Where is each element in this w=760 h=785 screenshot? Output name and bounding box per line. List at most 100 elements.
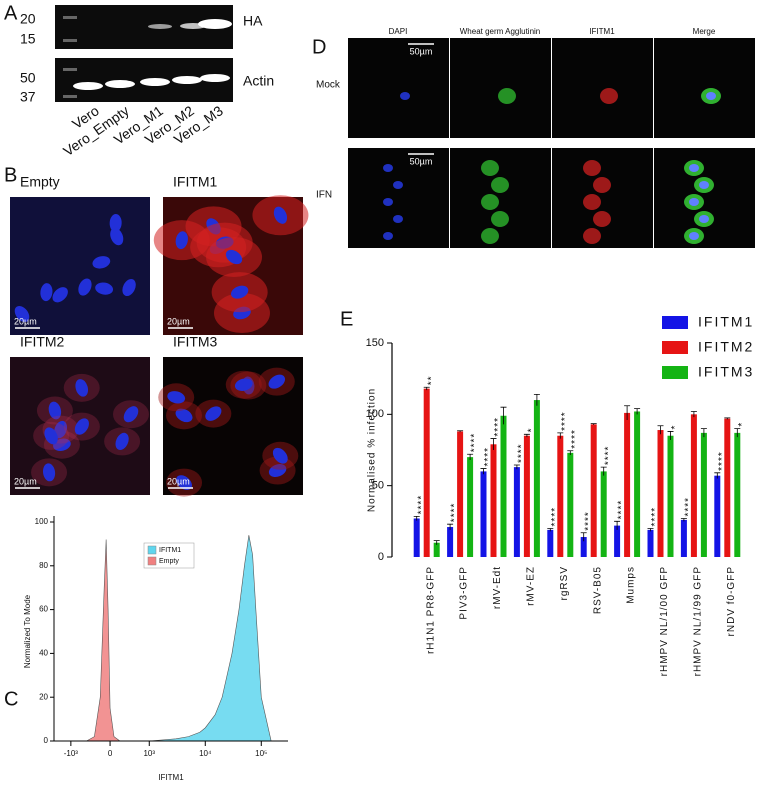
error-bar — [490, 438, 497, 450]
error-bar — [590, 423, 597, 426]
legend-swatch — [662, 316, 688, 329]
scale-label: 50µm — [410, 156, 433, 166]
actin-band — [105, 80, 135, 88]
significance: **** — [560, 411, 571, 431]
bar — [447, 527, 454, 557]
micrograph — [654, 38, 755, 138]
panel-label: B — [4, 164, 17, 186]
cell — [498, 88, 516, 104]
error-bar — [580, 532, 587, 542]
cell — [689, 232, 699, 240]
significance: **** — [684, 497, 695, 517]
cell — [706, 92, 716, 100]
nucleus — [75, 379, 89, 397]
cell — [699, 181, 709, 189]
micrograph — [10, 197, 150, 335]
error-bar — [533, 393, 540, 406]
bar — [734, 432, 741, 557]
x-tick-label: PIV3-GFP — [459, 566, 470, 620]
image-title: IFITM3 — [173, 334, 218, 350]
bar — [557, 435, 564, 557]
cell — [393, 181, 403, 189]
micrograph — [552, 148, 653, 248]
nucleus — [74, 418, 89, 435]
ladder-band — [63, 16, 77, 19]
x-tick-label: 10⁵ — [255, 749, 267, 758]
scale-label: 20µm — [14, 476, 37, 486]
image-title: IFITM1 — [173, 174, 218, 190]
significance: **** — [493, 417, 504, 437]
y-tick-label: 100 — [35, 517, 49, 526]
cell — [593, 177, 611, 193]
error-bar — [634, 408, 641, 415]
significance: * — [527, 427, 538, 432]
nucleus — [110, 227, 124, 246]
bar — [480, 471, 487, 557]
error-bar — [423, 386, 430, 391]
micrograph — [348, 148, 449, 248]
error-bar — [690, 411, 697, 418]
x-tick-label: RSV-B05 — [592, 566, 603, 614]
nucleus — [78, 278, 92, 296]
significance: **** — [517, 443, 528, 463]
scale-label: 50µm — [410, 46, 433, 56]
bar — [533, 400, 540, 557]
significance: **** — [550, 507, 561, 527]
y-tick-label: 100 — [366, 408, 384, 420]
cell — [481, 228, 499, 244]
bar — [433, 542, 440, 557]
bar — [614, 525, 621, 557]
nucleus — [115, 432, 129, 450]
cell — [583, 228, 601, 244]
nucleus — [40, 283, 53, 302]
nucleus — [42, 463, 56, 482]
legend-swatch — [147, 545, 157, 555]
bar — [647, 529, 654, 557]
significance: **** — [483, 447, 494, 467]
error-bar — [557, 432, 564, 439]
ha-band — [198, 19, 232, 29]
actin-band — [140, 78, 170, 86]
actin-band — [73, 82, 103, 90]
cell — [593, 211, 611, 227]
nucleus — [54, 420, 68, 439]
bar — [714, 475, 721, 557]
significance: * — [737, 422, 748, 427]
bar — [680, 519, 687, 557]
nucleus — [268, 374, 286, 389]
image-title: IFITM2 — [20, 334, 65, 350]
cell — [583, 194, 601, 210]
blot-row-label: Actin — [243, 73, 274, 89]
error-bar — [467, 453, 474, 460]
micrograph — [450, 38, 551, 138]
cell — [600, 88, 618, 104]
nucleus — [273, 206, 288, 224]
nucleus — [48, 401, 62, 420]
error-bar — [457, 430, 464, 433]
error-bar — [647, 528, 654, 532]
ladder-band — [63, 68, 77, 71]
nucleus — [122, 278, 136, 296]
legend-label: IFITM1 — [159, 547, 181, 554]
scale-label: 20µm — [14, 316, 37, 326]
significance: **** — [650, 507, 661, 527]
significance: ** — [426, 375, 437, 385]
legend-label: IFITM1 — [698, 314, 754, 330]
nucleus — [205, 406, 222, 421]
x-tick-label: -10³ — [64, 749, 79, 758]
bar — [567, 452, 574, 557]
blot-marker: 20 — [20, 11, 36, 27]
micrograph — [450, 148, 551, 248]
cell — [383, 232, 393, 240]
nucleus — [268, 464, 287, 477]
bar — [700, 432, 707, 557]
blot-marker: 50 — [20, 70, 36, 86]
x-tick-label: 10³ — [143, 749, 155, 758]
bar — [547, 529, 554, 557]
bar — [590, 424, 597, 557]
error-bar — [500, 406, 507, 425]
nucleus — [272, 447, 288, 464]
histogram-area — [149, 535, 272, 742]
